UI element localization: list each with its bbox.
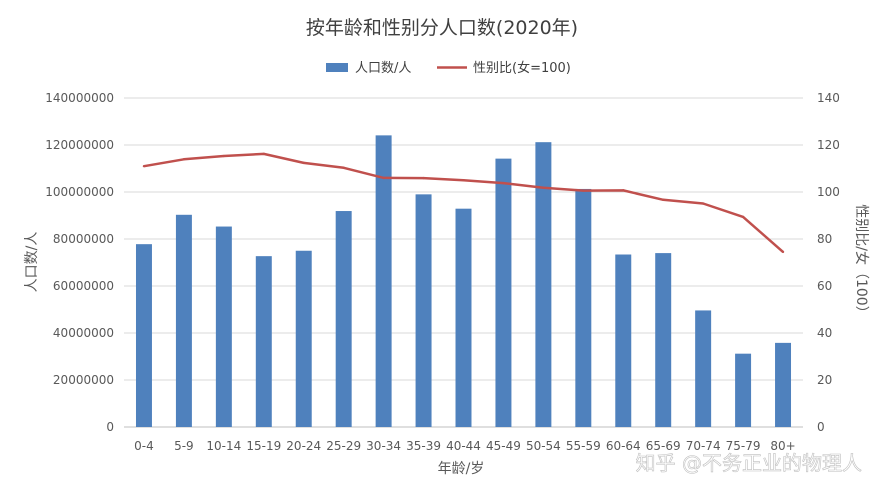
bar-65-69 (655, 253, 672, 427)
bar-5-9 (175, 214, 192, 427)
x-tick-label: 40-44 (446, 439, 481, 453)
sex-ratio-point-30-34 (382, 176, 385, 180)
bar-45-49 (495, 158, 512, 427)
y-tick-label: 0 (106, 420, 114, 434)
bars (135, 135, 792, 428)
x-axis-ticks: 0-4 5-9 10-14 15-19 20-24 25-29 30-34 35-39 40-4… (134, 439, 796, 453)
sex-ratio-line (142, 152, 785, 254)
bar-70-74 (695, 310, 712, 427)
y2-tick-label: 20 (817, 373, 832, 387)
y2-tick-label: 60 (817, 279, 832, 293)
bar-10-14 (215, 226, 232, 427)
y2-tick-label: 40 (817, 326, 832, 340)
x-tick-label: 10-14 (206, 439, 241, 453)
x-tick-label: 25-29 (326, 439, 361, 453)
y2-tick-label: 140 (817, 91, 840, 105)
x-tick-label: 55-59 (566, 439, 601, 453)
sex-ratio-point-0-4 (142, 164, 146, 168)
x-tick-label: 5-9 (174, 439, 194, 453)
x-tick-label: 30-34 (366, 439, 401, 453)
bar-30-34 (375, 135, 392, 428)
y-tick-label: 60000000 (53, 279, 114, 293)
sex-ratio-point-35-39 (422, 176, 425, 180)
y2-tick-label: 120 (817, 138, 840, 152)
sex-ratio-point-45-49 (502, 181, 505, 185)
bar-50-54 (535, 142, 552, 427)
x-tick-label: 45-49 (486, 439, 521, 453)
x-tick-label: 15-19 (246, 439, 281, 453)
x-tick-label: 70-74 (686, 439, 721, 453)
sex-ratio-point-10-14 (222, 154, 226, 158)
y-tick-label: 20000000 (53, 373, 114, 387)
bar-40-44 (455, 208, 472, 427)
bar-35-39 (415, 194, 432, 427)
x-tick-label: 20-24 (286, 439, 321, 453)
bar-55-59 (575, 188, 592, 427)
legend-swatch-population (326, 63, 348, 72)
sex-ratio-point-50-54 (542, 186, 545, 189)
y-tick-label: 40000000 (53, 326, 114, 340)
y2-axis-title: 性别比/女（100） (853, 204, 870, 319)
sex-ratio-point-15-19 (262, 152, 265, 156)
legend-label-population: 人口数/人 (355, 61, 411, 76)
y-tick-label: 120000000 (45, 138, 114, 152)
sex-ratio-point-25-29 (342, 166, 345, 169)
sex-ratio-point-75-79 (741, 215, 745, 219)
y-tick-label: 100000000 (45, 185, 114, 199)
sex-ratio-point-70-74 (701, 202, 705, 205)
bar-25-29 (335, 211, 352, 427)
bar-75-79 (735, 353, 752, 427)
legend: 人口数/人 性别比(女=100) (326, 60, 571, 76)
y-axis-title: 人口数/人 (24, 232, 40, 293)
bar-20-24 (295, 250, 312, 427)
left-axis-ticks: 0 20000000 40000000 60000000 80000000 1000000… (45, 91, 114, 434)
right-axis-ticks: 0 20 40 60 80 100 120 140 (817, 91, 840, 434)
x-tick-label: 50-54 (526, 439, 561, 453)
chart-title: 按年龄和性别分人口数(2020年) (306, 17, 578, 39)
bar-0-4 (135, 244, 152, 427)
sex-ratio-point-65-69 (662, 198, 665, 201)
y2-tick-label: 0 (817, 420, 825, 434)
watermark: 知乎 @不务正业的物理人 (636, 451, 862, 475)
x-tick-label: 0-4 (134, 439, 154, 453)
bar-80+ (775, 342, 792, 427)
sex-ratio-point-20-24 (302, 161, 305, 165)
y-tick-label: 140000000 (45, 91, 114, 105)
y2-tick-label: 100 (817, 185, 840, 199)
x-tick-label: 35-39 (406, 439, 441, 453)
sex-ratio-point-80+ (781, 250, 785, 254)
bar-60-64 (615, 254, 632, 427)
x-tick-label: 60-64 (606, 439, 641, 453)
y-tick-label: 80000000 (53, 232, 114, 246)
x-tick-label: 80+ (770, 439, 795, 453)
bar-15-19 (255, 256, 272, 427)
sex-ratio-point-60-64 (622, 189, 625, 192)
x-tick-label: 65-69 (646, 439, 681, 453)
sex-ratio-point-40-44 (462, 179, 465, 182)
x-tick-label: 75-79 (726, 439, 761, 453)
sex-ratio-point-55-59 (582, 189, 585, 192)
x-axis-title: 年龄/岁 (438, 461, 485, 477)
legend-label-sex-ratio: 性别比(女=100) (473, 60, 571, 76)
y2-tick-label: 80 (817, 232, 832, 246)
sex-ratio-point-5-9 (182, 158, 186, 161)
